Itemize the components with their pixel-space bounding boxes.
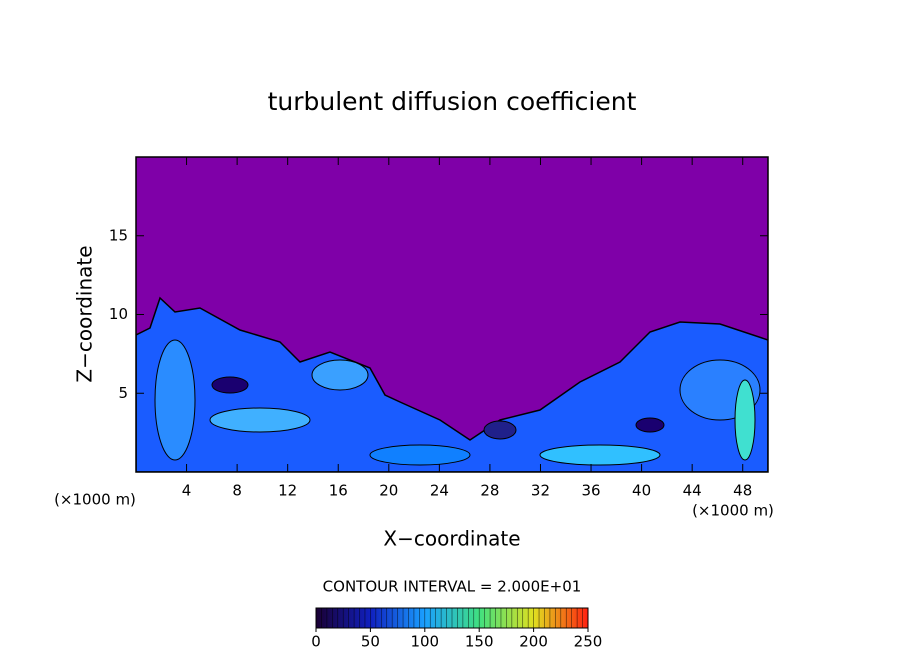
colorbar-tick-label: 100 bbox=[410, 633, 439, 651]
contour-interval: CONTOUR INTERVAL = 2.000E+01 bbox=[323, 578, 582, 596]
x-tick-label: 36 bbox=[581, 482, 600, 500]
colorbar-tick-label: 0 bbox=[311, 633, 321, 651]
x-tick-label: 16 bbox=[329, 482, 348, 500]
colorbar-tick-label: 150 bbox=[465, 633, 494, 651]
x-unit: (×1000 m) bbox=[54, 491, 136, 509]
x-tick-label: 48 bbox=[733, 482, 752, 500]
x-axis-label: X−coordinate bbox=[383, 527, 520, 551]
colorbar-tick-label: 200 bbox=[519, 633, 548, 651]
x-tick-label: 40 bbox=[632, 482, 651, 500]
x-tick-label: 4 bbox=[182, 482, 192, 500]
y-unit: (×1000 m) bbox=[692, 502, 774, 520]
x-tick-label: 44 bbox=[683, 482, 702, 500]
y-tick-label: 15 bbox=[109, 226, 128, 244]
colorbar-tick-label: 250 bbox=[574, 633, 603, 651]
chart-title: turbulent diffusion coefficient bbox=[268, 87, 637, 116]
y-axis-label: Z−coordinate bbox=[73, 245, 97, 382]
y-tick-label: 5 bbox=[118, 384, 128, 402]
x-tick-label: 32 bbox=[531, 482, 550, 500]
x-tick-label: 8 bbox=[232, 482, 242, 500]
x-tick-label: 24 bbox=[430, 482, 449, 500]
field bbox=[136, 296, 768, 472]
colorbar-tick-label: 50 bbox=[361, 633, 380, 651]
x-tick-label: 12 bbox=[278, 482, 297, 500]
x-tick-label: 20 bbox=[379, 482, 398, 500]
y-tick-label: 10 bbox=[109, 305, 128, 323]
x-tick-label: 28 bbox=[480, 482, 499, 500]
